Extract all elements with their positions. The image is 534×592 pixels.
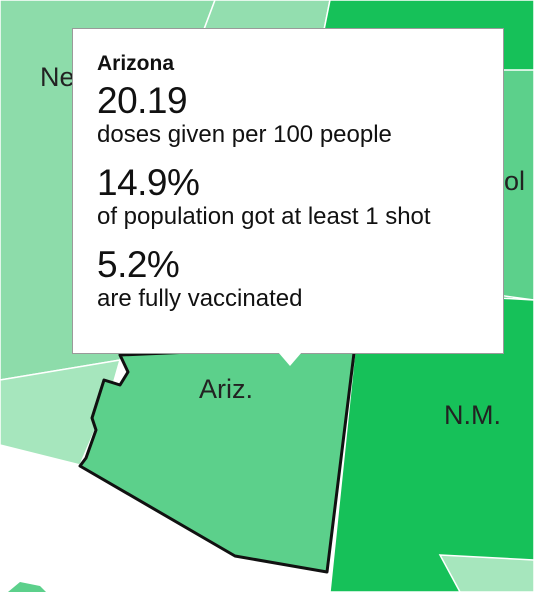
state-arizona[interactable] <box>78 343 357 574</box>
one-shot-description: of population got at least 1 shot <box>97 203 431 230</box>
label-arizona: Ariz. <box>199 374 253 404</box>
fully-vaccinated-value: 5.2% <box>97 244 180 285</box>
label-nevada: Ne <box>40 62 75 92</box>
label-new-mexico: N.M. <box>444 400 501 430</box>
doses-description: doses given per 100 people <box>97 121 392 148</box>
state-tooltip: Arizona 20.19 doses given per 100 people… <box>72 28 504 354</box>
tooltip-state-name: Arizona <box>97 52 175 75</box>
label-colorado: ol <box>504 166 526 196</box>
state-texas[interactable] <box>438 554 534 592</box>
one-shot-value: 14.9% <box>97 162 200 203</box>
fully-vaccinated-description: are fully vaccinated <box>97 285 303 312</box>
region-mexico <box>0 445 330 592</box>
region-islands <box>8 582 46 592</box>
doses-value: 20.19 <box>97 80 188 121</box>
tooltip-pointer <box>278 352 302 366</box>
